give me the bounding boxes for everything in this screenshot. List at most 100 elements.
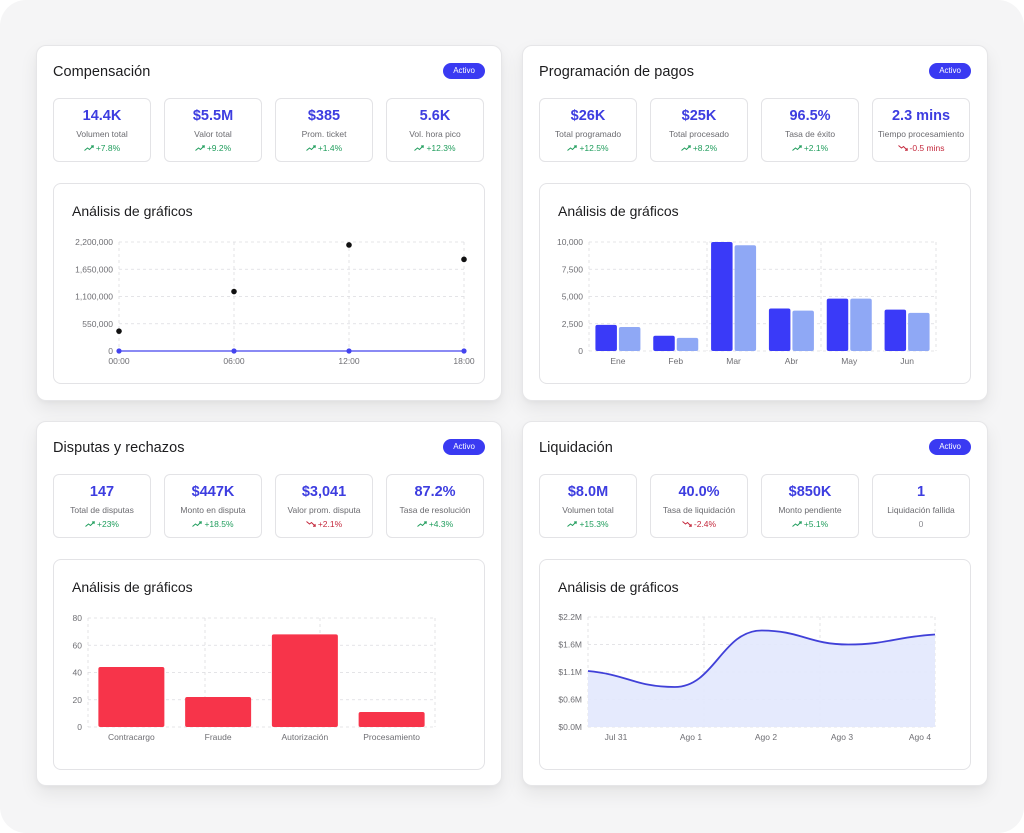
trend-up-icon	[417, 521, 427, 527]
bar-series-1	[711, 242, 733, 351]
stat-card[interactable]: $385 Prom. ticket +1.4%	[275, 98, 373, 162]
stat-card[interactable]: $5.5M Valor total +9.2%	[164, 98, 262, 162]
trend-up-icon	[792, 145, 802, 151]
y-tick-label: $0.0M	[558, 722, 582, 732]
y-tick-label: 0	[77, 722, 82, 732]
stat-change-text: +15.3%	[579, 519, 609, 529]
scatter-chart: 0 550,000 1,100,000 1,650,000 2,200,000 00:00…	[75, 237, 475, 366]
chart-title: Análisis de gráficos	[72, 203, 193, 219]
stat-change-text: +5.1%	[803, 519, 829, 529]
stat-card[interactable]: 2.3 mins Tiempo procesamiento -0.5 mins	[872, 98, 970, 162]
x-tick-label: Abr	[785, 356, 798, 366]
stat-value: 1	[916, 484, 926, 500]
stat-label: Monto pendiente	[778, 505, 842, 515]
chart-card: Análisis de gráficos 0 550,000 1,100,000 1,…	[53, 183, 485, 384]
stat-label: Monto en disputa	[180, 505, 246, 515]
stat-change-text: +4.3%	[428, 519, 454, 529]
stat-change-text: +2.1%	[803, 143, 829, 153]
stat-card[interactable]: 1 Liquidación fallida 0	[872, 474, 970, 538]
y-tick-label: 0	[108, 346, 113, 356]
status-badge[interactable]: Activo	[929, 439, 971, 455]
stat-card[interactable]: $3,041 Valor prom. disputa +2.1%	[275, 474, 373, 538]
scatter-point	[461, 256, 467, 263]
stat-change: +8.2%	[651, 143, 747, 153]
y-tick-label: 1,100,000	[75, 292, 113, 302]
y-tick-label: $2.2M	[558, 612, 582, 622]
stat-label: Tiempo procesamiento	[877, 129, 965, 139]
stat-value: 5.6K	[419, 108, 451, 124]
stat-change-text: 0	[918, 519, 924, 529]
stat-change: -0.5 mins	[873, 143, 969, 153]
status-badge[interactable]: Activo	[443, 63, 485, 79]
x-tick-label: Ago 4	[909, 732, 931, 742]
panel-programacion-de-pagos: Programación de pagos Activo $26K Total …	[522, 45, 988, 401]
y-tick-label: 1,650,000	[75, 264, 113, 274]
x-tick-label: Autorización	[281, 732, 328, 742]
stat-label: Total de disputas	[70, 505, 134, 515]
baseline-point	[116, 348, 122, 354]
stat-card[interactable]: 87.2% Tasa de resolución +4.3%	[386, 474, 484, 538]
stat-card[interactable]: $8.0M Volumen total +15.3%	[539, 474, 637, 538]
stat-card[interactable]: $850K Monto pendiente +5.1%	[761, 474, 859, 538]
grouped-bar-chart: 0 2,500 5,000 7,500 10,000 Ene Feb Mar Abr May Jun	[557, 237, 937, 366]
stat-card[interactable]: 5.6K Vol. hora pico +12.3%	[386, 98, 484, 162]
y-tick-label: 0	[578, 346, 583, 356]
y-tick-label: 80	[73, 613, 83, 623]
stats-row: $8.0M Volumen total +15.3% 40.0% Tasa de…	[539, 474, 971, 538]
x-tick-label: Ago 2	[755, 732, 777, 742]
stat-change-text: +1.4%	[317, 143, 343, 153]
stat-label: Valor total	[194, 129, 232, 139]
stat-change: -2.4%	[651, 519, 747, 529]
stat-change: +1.4%	[276, 143, 372, 153]
stat-change-text: +12.3%	[426, 143, 456, 153]
x-tick-label: Feb	[668, 356, 683, 366]
stat-label: Valor prom. disputa	[287, 505, 361, 515]
stat-label: Prom. ticket	[301, 129, 347, 139]
stat-change-text: +12.5%	[579, 143, 609, 153]
y-tick-label: 5,000	[562, 292, 584, 302]
stat-card[interactable]: 14.4K Volumen total +7.8%	[53, 98, 151, 162]
stat-change: +7.8%	[54, 143, 150, 153]
trend-up-icon	[84, 145, 94, 151]
x-tick-label: Jul 31	[605, 732, 628, 742]
stat-change: +18.5%	[165, 519, 261, 529]
stat-value: 96.5%	[789, 108, 831, 124]
x-tick-label: Mar	[726, 356, 741, 366]
stat-change-text: +23%	[97, 519, 119, 529]
stat-card[interactable]: $447K Monto en disputa +18.5%	[164, 474, 262, 538]
status-badge[interactable]: Activo	[929, 63, 971, 79]
bar-series-2	[618, 327, 641, 351]
area-chart: $0.0M $0.6M $1.1M $1.6M $2.2M Jul 31 Ago 1 Ago …	[558, 612, 936, 742]
stat-change-text: +7.8%	[95, 143, 121, 153]
stat-card[interactable]: 40.0% Tasa de liquidación -2.4%	[650, 474, 748, 538]
y-tick-label: $1.1M	[558, 667, 582, 677]
stat-change-text: +18.5%	[204, 519, 234, 529]
chart-card: Análisis de gráficos 0 20 40 60 80 Contracarg…	[53, 559, 485, 770]
stat-value: $3,041	[301, 484, 347, 500]
stat-change: +5.1%	[762, 519, 858, 529]
stat-label: Vol. hora pico	[409, 129, 461, 139]
trend-down-icon	[682, 521, 692, 527]
stat-card[interactable]: 147 Total de disputas +23%	[53, 474, 151, 538]
stat-card[interactable]: $25K Total procesado +8.2%	[650, 98, 748, 162]
bar-series-1	[826, 298, 849, 351]
stat-value: $26K	[570, 108, 606, 124]
bar	[98, 667, 165, 727]
y-tick-label: 550,000	[82, 319, 113, 329]
stat-label: Tasa de éxito	[784, 129, 836, 139]
bar-series-1	[768, 308, 791, 351]
stat-card[interactable]: $26K Total programado +12.5%	[539, 98, 637, 162]
stat-change-text: +8.2%	[692, 143, 718, 153]
stat-card[interactable]: 96.5% Tasa de éxito +2.1%	[761, 98, 859, 162]
bar-series-2	[734, 245, 757, 351]
trend-up-icon	[306, 145, 316, 151]
x-tick-label: Procesamiento	[363, 732, 420, 742]
stat-value: 87.2%	[414, 484, 456, 500]
stat-change: +2.1%	[762, 143, 858, 153]
x-tick-label: 12:00	[338, 356, 360, 366]
chart-title: Análisis de gráficos	[558, 579, 679, 595]
scatter-point	[346, 242, 352, 248]
panel-disputas-y-rechazos: Disputas y rechazos Activo 147 Total de …	[36, 421, 502, 786]
panel-title: Programación de pagos	[539, 64, 695, 80]
status-badge[interactable]: Activo	[443, 439, 485, 455]
